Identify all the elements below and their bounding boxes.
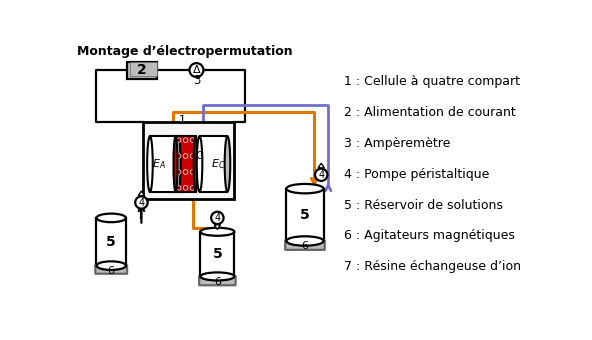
Text: C: C: [196, 151, 204, 161]
Circle shape: [190, 186, 195, 190]
Ellipse shape: [200, 272, 234, 280]
Polygon shape: [214, 225, 220, 230]
Text: 5: 5: [107, 235, 116, 249]
Circle shape: [190, 154, 195, 158]
Circle shape: [176, 186, 181, 190]
Circle shape: [211, 212, 224, 224]
Circle shape: [184, 138, 188, 142]
Ellipse shape: [175, 136, 181, 192]
Circle shape: [184, 154, 188, 158]
Text: Montage d’électropermutation: Montage d’électropermutation: [77, 46, 292, 58]
Circle shape: [190, 170, 195, 174]
FancyBboxPatch shape: [199, 276, 236, 285]
Circle shape: [135, 196, 147, 209]
Text: 5 : Réservoir de solutions: 5 : Réservoir de solutions: [344, 199, 503, 211]
Text: 1: 1: [179, 115, 186, 125]
Bar: [200, 136, 227, 192]
Ellipse shape: [224, 136, 230, 192]
Ellipse shape: [200, 228, 234, 236]
Text: 2 : Alimentation de courant: 2 : Alimentation de courant: [344, 106, 516, 119]
Circle shape: [176, 138, 181, 142]
Circle shape: [189, 63, 204, 77]
Ellipse shape: [147, 136, 153, 192]
Ellipse shape: [287, 236, 324, 246]
FancyBboxPatch shape: [130, 62, 157, 76]
FancyBboxPatch shape: [127, 62, 157, 79]
Circle shape: [190, 138, 195, 142]
Ellipse shape: [194, 136, 198, 192]
Text: 3 : Ampèremètre: 3 : Ampèremètre: [344, 137, 450, 150]
Circle shape: [176, 154, 181, 158]
Circle shape: [184, 170, 188, 174]
Circle shape: [184, 186, 188, 190]
Text: 4: 4: [318, 170, 324, 180]
Ellipse shape: [197, 136, 202, 192]
Circle shape: [176, 170, 181, 174]
Text: 6 : Agitateurs magnétiques: 6 : Agitateurs magnétiques: [344, 230, 514, 242]
Text: 6: 6: [108, 266, 115, 276]
Bar: [143, 122, 234, 199]
Bar: [287, 189, 324, 241]
Text: $E_A$: $E_A$: [152, 157, 166, 171]
Bar: [150, 136, 178, 192]
Text: 4: 4: [214, 213, 220, 223]
Text: 2: 2: [137, 63, 147, 77]
Ellipse shape: [173, 136, 178, 192]
Text: 4 : Pompe péristaltique: 4 : Pompe péristaltique: [344, 168, 489, 181]
FancyBboxPatch shape: [95, 265, 127, 274]
Bar: [175, 136, 196, 192]
Text: 1 : Cellule à quatre compart: 1 : Cellule à quatre compart: [344, 75, 520, 88]
Polygon shape: [139, 191, 144, 195]
Text: $E_C$: $E_C$: [211, 157, 226, 171]
Text: 5: 5: [300, 208, 310, 222]
Ellipse shape: [96, 214, 126, 222]
Text: 7 : Résine échangeuse d’ion: 7 : Résine échangeuse d’ion: [344, 260, 521, 273]
Bar: [200, 232, 234, 276]
Bar: [96, 218, 126, 266]
Text: 6: 6: [214, 277, 221, 287]
Circle shape: [315, 169, 327, 181]
Text: 6: 6: [301, 241, 308, 251]
Polygon shape: [318, 163, 324, 168]
Text: 3: 3: [194, 74, 201, 87]
Text: 5: 5: [213, 247, 222, 261]
Ellipse shape: [96, 261, 126, 270]
Text: 4: 4: [139, 198, 144, 207]
Text: Δ: Δ: [192, 65, 200, 75]
FancyBboxPatch shape: [285, 241, 325, 250]
Ellipse shape: [287, 184, 324, 193]
